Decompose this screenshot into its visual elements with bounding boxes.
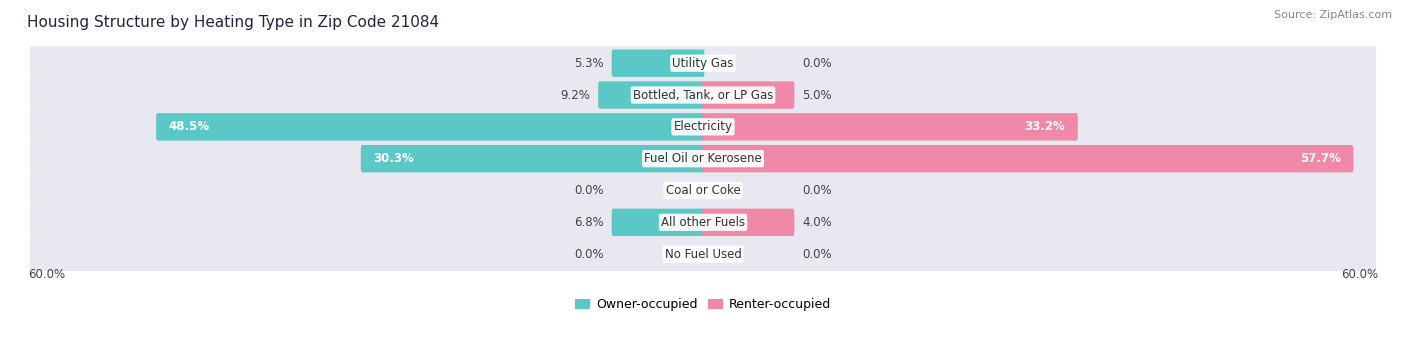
Text: Electricity: Electricity bbox=[673, 120, 733, 133]
Text: 0.0%: 0.0% bbox=[801, 184, 831, 197]
Text: All other Fuels: All other Fuels bbox=[661, 216, 745, 229]
Text: 5.0%: 5.0% bbox=[801, 89, 831, 102]
Text: Source: ZipAtlas.com: Source: ZipAtlas.com bbox=[1274, 10, 1392, 20]
Text: 60.0%: 60.0% bbox=[1341, 268, 1378, 281]
FancyBboxPatch shape bbox=[612, 49, 704, 77]
FancyBboxPatch shape bbox=[30, 206, 1376, 239]
Text: Fuel Oil or Kerosene: Fuel Oil or Kerosene bbox=[644, 152, 762, 165]
Text: 57.7%: 57.7% bbox=[1301, 152, 1341, 165]
Text: Coal or Coke: Coal or Coke bbox=[665, 184, 741, 197]
Text: 0.0%: 0.0% bbox=[575, 184, 605, 197]
FancyBboxPatch shape bbox=[30, 174, 1376, 207]
Text: 5.3%: 5.3% bbox=[575, 57, 605, 70]
FancyBboxPatch shape bbox=[30, 237, 1376, 271]
Text: 9.2%: 9.2% bbox=[561, 89, 591, 102]
FancyBboxPatch shape bbox=[156, 113, 704, 140]
FancyBboxPatch shape bbox=[30, 78, 1376, 112]
FancyBboxPatch shape bbox=[30, 142, 1376, 176]
FancyBboxPatch shape bbox=[702, 113, 1078, 140]
FancyBboxPatch shape bbox=[702, 145, 1354, 172]
FancyBboxPatch shape bbox=[702, 81, 794, 109]
Text: 60.0%: 60.0% bbox=[28, 268, 65, 281]
Text: Bottled, Tank, or LP Gas: Bottled, Tank, or LP Gas bbox=[633, 89, 773, 102]
Legend: Owner-occupied, Renter-occupied: Owner-occupied, Renter-occupied bbox=[569, 293, 837, 316]
Text: 0.0%: 0.0% bbox=[575, 248, 605, 261]
Text: 33.2%: 33.2% bbox=[1025, 120, 1066, 133]
FancyBboxPatch shape bbox=[361, 145, 704, 172]
Text: 48.5%: 48.5% bbox=[169, 120, 209, 133]
Text: Utility Gas: Utility Gas bbox=[672, 57, 734, 70]
FancyBboxPatch shape bbox=[30, 110, 1376, 144]
FancyBboxPatch shape bbox=[702, 209, 794, 236]
Text: 6.8%: 6.8% bbox=[574, 216, 605, 229]
Text: 0.0%: 0.0% bbox=[801, 248, 831, 261]
FancyBboxPatch shape bbox=[30, 46, 1376, 80]
FancyBboxPatch shape bbox=[598, 81, 704, 109]
Text: No Fuel Used: No Fuel Used bbox=[665, 248, 741, 261]
Text: Housing Structure by Heating Type in Zip Code 21084: Housing Structure by Heating Type in Zip… bbox=[27, 15, 439, 30]
Text: 4.0%: 4.0% bbox=[801, 216, 832, 229]
FancyBboxPatch shape bbox=[612, 209, 704, 236]
Text: 0.0%: 0.0% bbox=[801, 57, 831, 70]
Text: 30.3%: 30.3% bbox=[374, 152, 415, 165]
